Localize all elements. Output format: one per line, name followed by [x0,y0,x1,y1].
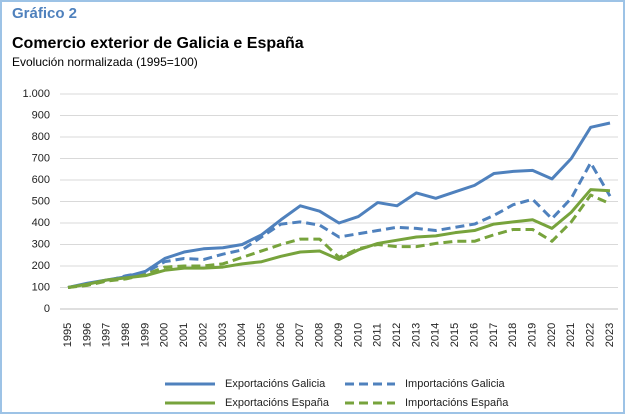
y-tick-label: 200 [32,260,50,272]
y-tick-label: 900 [32,109,50,121]
x-tick-label: 2023 [604,323,616,347]
x-tick-label: 1999 [139,323,151,347]
legend-label: Exportacións España [225,397,330,409]
y-tick-label: 600 [32,174,50,186]
y-tick-label: 800 [32,131,50,143]
x-tick-label: 2020 [546,323,558,347]
x-tick-label: 2001 [178,323,190,347]
chart-label: Gráfico 2 [12,5,77,22]
chart-title: Comercio exterior de Galicia e España [12,35,304,52]
y-tick-label: 100 [32,281,50,293]
x-tick-label: 2002 [197,323,209,347]
x-tick-label: 2016 [468,323,480,347]
y-tick-label: 300 [32,238,50,250]
x-tick-label: 2021 [565,323,577,347]
x-tick-label: 2008 [314,323,326,347]
x-tick-label: 2022 [585,323,597,347]
x-tick-label: 1998 [120,323,132,347]
x-tick-label: 1996 [81,323,93,347]
x-tick-label: 2019 [526,323,538,347]
series-line [67,188,611,289]
y-tick-label: 700 [32,152,50,164]
x-tick-label: 2015 [449,323,461,347]
legend-label: Exportacións Galicia [225,378,326,390]
y-tick-label: 0 [44,303,50,315]
chart-subtitle: Evolución normalizada (1995=100) [12,55,198,69]
x-tick-label: 2014 [430,323,442,347]
x-tick-label: 2000 [159,323,171,347]
series-line [67,161,612,289]
x-tick-label: 2004 [236,323,248,347]
series-line [67,121,611,289]
x-tick-label: 2017 [488,323,500,347]
y-tick-label: 400 [32,217,50,229]
x-tick-label: 2006 [275,323,287,347]
x-tick-label: 2005 [255,323,267,347]
x-tick-label: 2010 [352,323,364,347]
series-line [67,193,611,289]
y-tick-label: 500 [32,195,50,207]
x-tick-label: 2007 [294,323,306,347]
y-tick-label: 1.000 [22,88,50,100]
x-tick-label: 2018 [507,323,519,347]
x-tick-label: 2003 [217,323,229,347]
x-tick-label: 1997 [101,323,113,347]
x-tick-label: 2012 [391,323,403,347]
legend-label: Importacións España [405,397,509,409]
x-tick-label: 2011 [372,323,384,347]
x-tick-label: 2013 [410,323,422,347]
x-tick-label: 2009 [333,323,345,347]
legend-label: Importacións Galicia [405,378,506,390]
x-tick-label: 1995 [62,323,74,347]
